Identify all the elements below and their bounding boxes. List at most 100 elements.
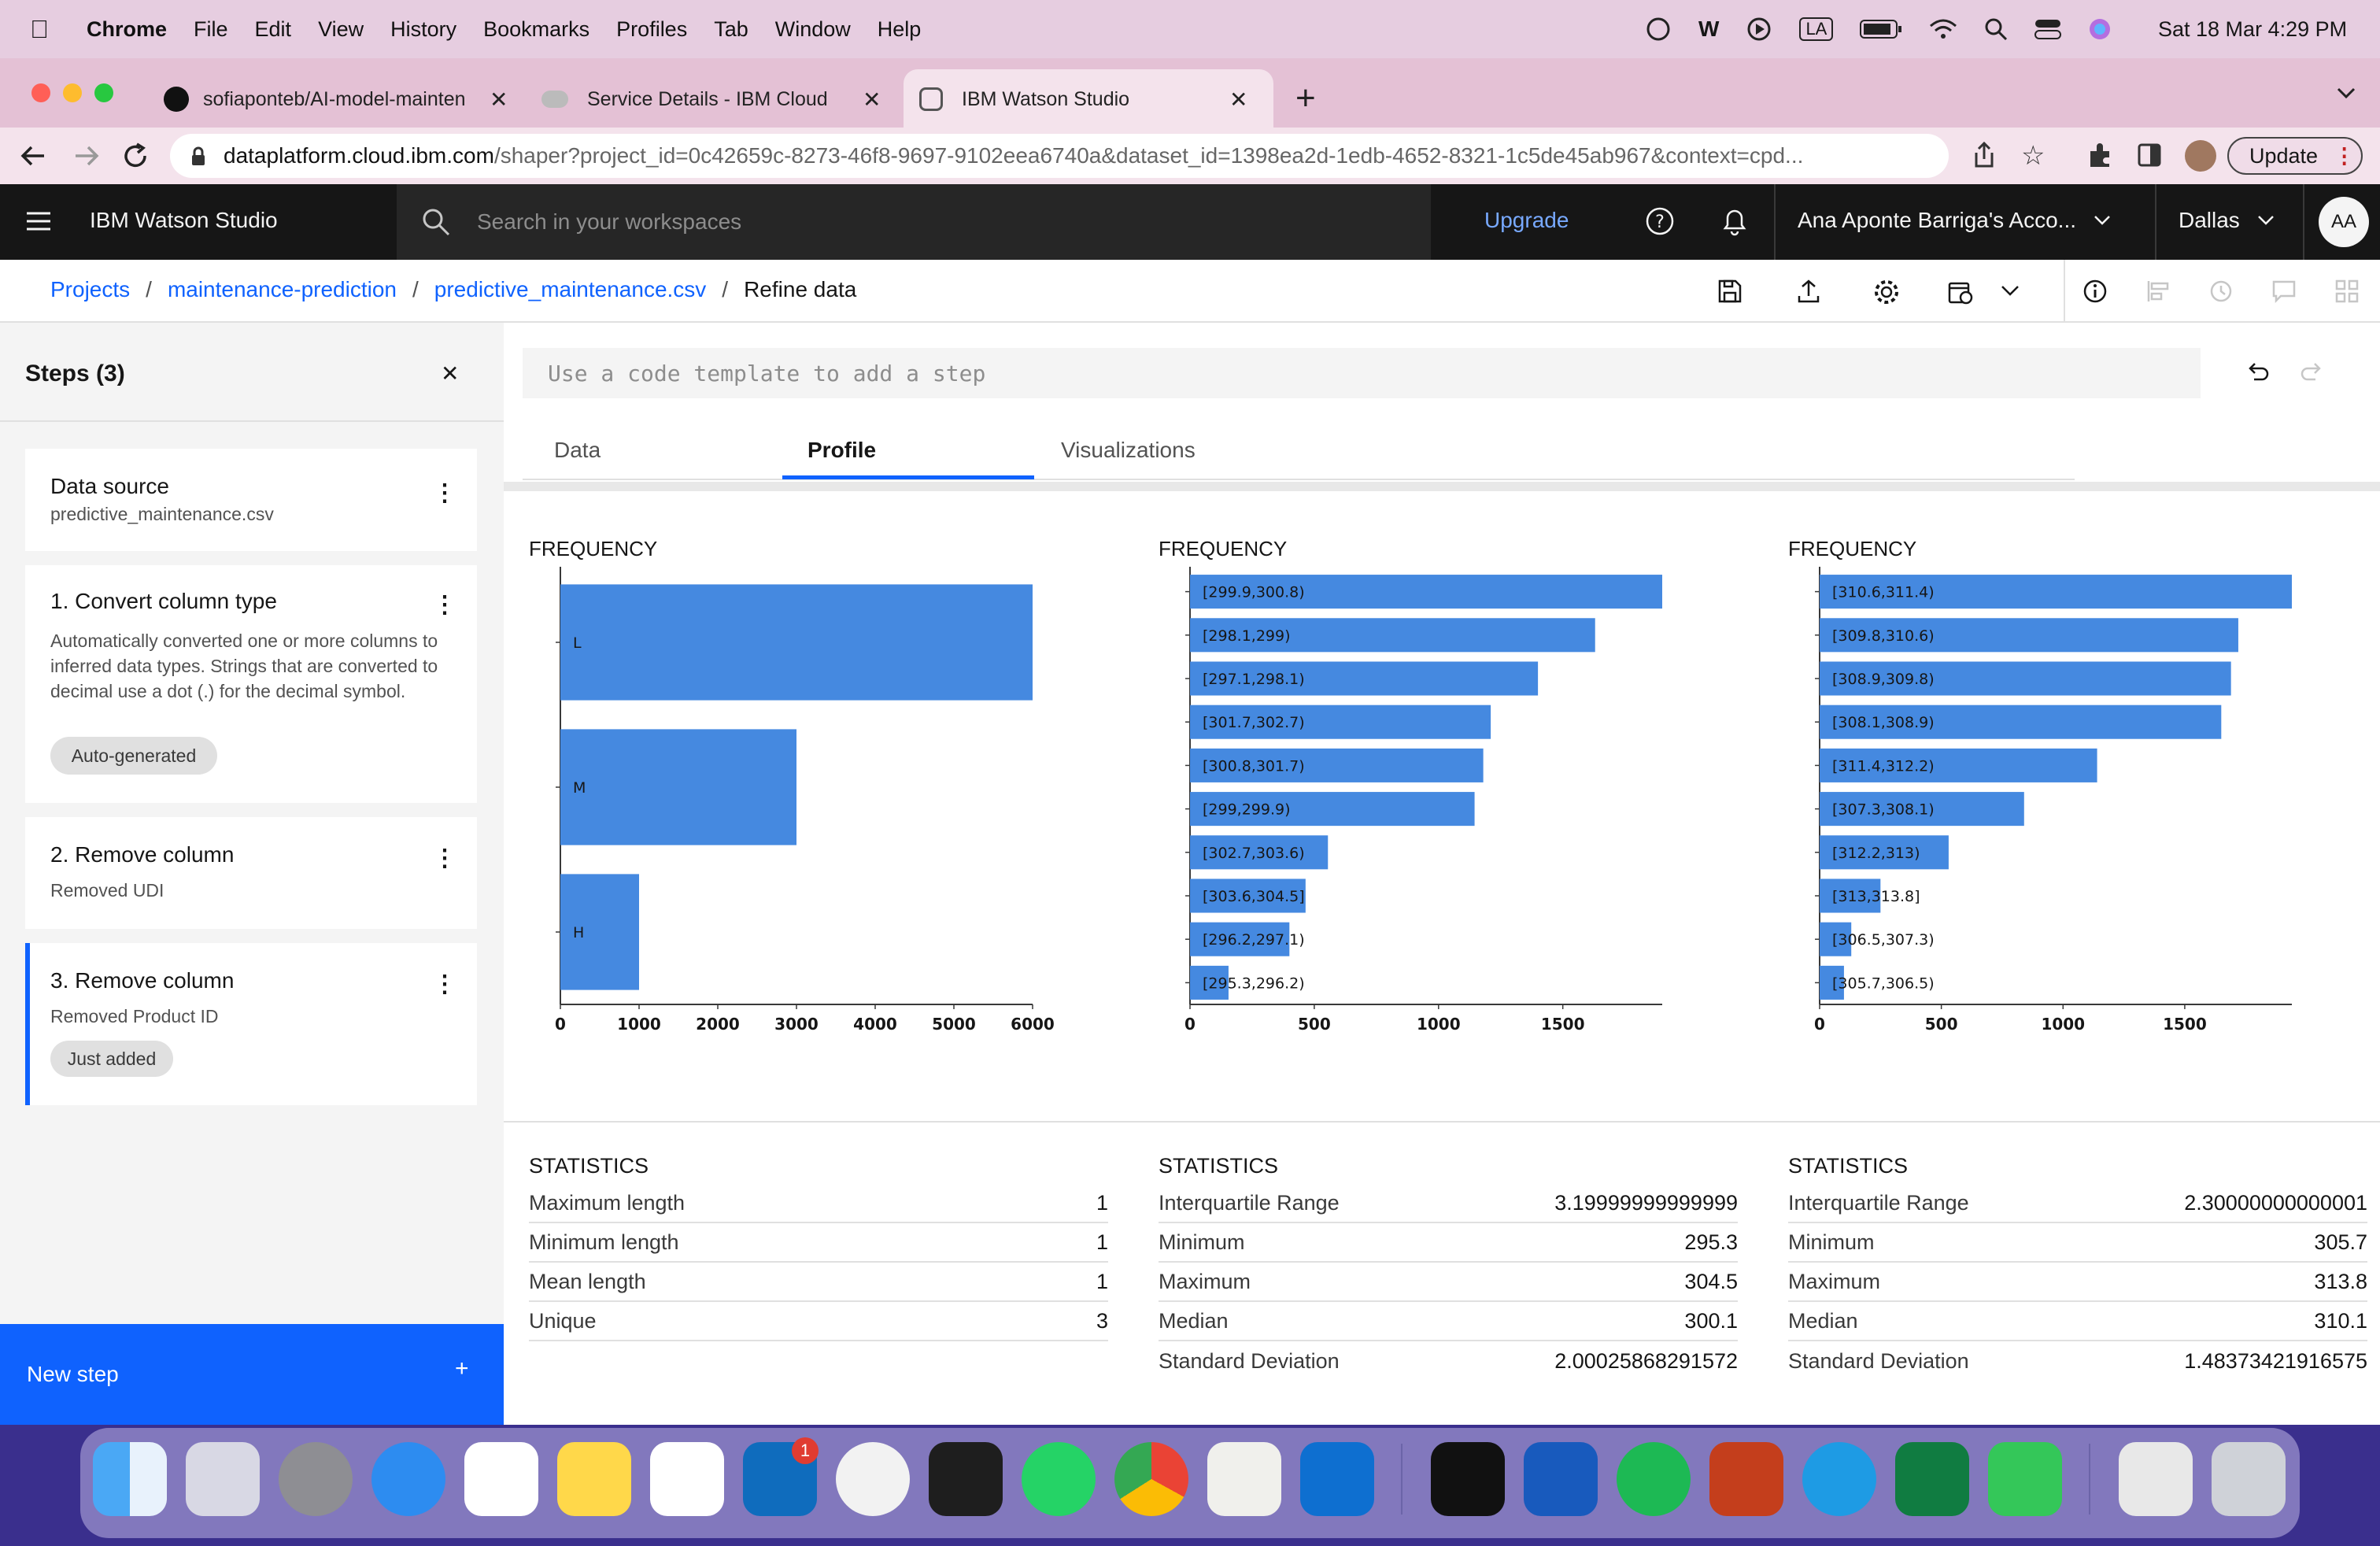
product-name[interactable]: IBM Watson Studio (90, 208, 278, 233)
terminal-icon[interactable] (929, 1442, 1003, 1516)
close-steps-icon[interactable]: ✕ (441, 361, 460, 386)
forward-icon[interactable] (72, 142, 101, 170)
bar[interactable] (1820, 748, 2097, 782)
menu-help[interactable]: Help (858, 17, 922, 41)
reload-icon[interactable] (121, 142, 150, 170)
browser-tab-github[interactable]: sofiaponteb/AI-model-mainten ✕ (148, 69, 518, 129)
bar[interactable] (1190, 965, 1229, 1000)
tab-visualizations[interactable]: Visualizations (1061, 438, 1196, 462)
align-icon[interactable] (2145, 279, 2171, 304)
close-window-icon[interactable] (31, 83, 50, 102)
apple-icon[interactable]:  (30, 15, 49, 44)
battery-icon[interactable] (1860, 19, 1902, 39)
overflow-menu-icon[interactable]: ⋮ (433, 592, 456, 618)
menu-tab[interactable]: Tab (695, 17, 748, 41)
bar[interactable] (1820, 575, 2292, 609)
control-center-icon[interactable] (2034, 18, 2062, 40)
edge-icon[interactable] (1802, 1442, 1876, 1516)
browser-tab-watson-studio[interactable]: IBM Watson Studio ✕ (904, 69, 1273, 129)
bar[interactable] (1820, 878, 1881, 913)
notes-icon[interactable] (557, 1442, 631, 1516)
browser-tab-ibm-cloud[interactable]: Service Details - IBM Cloud ✕ (526, 69, 896, 129)
menubar-clock[interactable]: Sat 18 Mar 4:29 PM (2158, 17, 2348, 41)
word-icon[interactable] (1524, 1442, 1598, 1516)
zoom-window-icon[interactable] (94, 83, 113, 102)
bar[interactable] (1820, 835, 1949, 870)
menu-file[interactable]: File (175, 17, 228, 41)
bookmark-star-icon[interactable]: ☆ (2021, 141, 2046, 171)
bar[interactable] (1190, 835, 1329, 870)
launchpad-icon[interactable] (186, 1442, 260, 1516)
chrome-icon[interactable] (1114, 1442, 1188, 1516)
job-schedule-icon[interactable] (1947, 279, 1974, 305)
tab-close-icon[interactable]: ✕ (490, 87, 508, 112)
siri-icon[interactable] (2088, 17, 2112, 41)
slack-icon[interactable] (650, 1442, 724, 1516)
extensions-icon[interactable] (2087, 142, 2114, 168)
bar[interactable] (1190, 878, 1306, 913)
bar[interactable] (1190, 661, 1539, 696)
share-icon[interactable] (1972, 142, 1996, 168)
tab-profile[interactable]: Profile (808, 438, 877, 462)
step-card-convert-column-type[interactable]: 1. Convert column type Automatically con… (25, 565, 477, 803)
undo-icon[interactable] (2245, 359, 2270, 384)
textedit-icon[interactable] (1207, 1442, 1281, 1516)
export-icon[interactable] (1796, 279, 1821, 304)
overflow-menu-icon[interactable]: ⋮ (433, 971, 456, 997)
step-card-remove-column-udi[interactable]: 2. Remove column Removed UDI ⋮ (25, 817, 477, 929)
new-tab-icon[interactable]: + (1295, 79, 1316, 117)
csv-file-icon[interactable] (2119, 1442, 2193, 1516)
input-source-badge[interactable]: LA (1799, 17, 1834, 41)
bar[interactable] (560, 584, 1033, 701)
tab-search-chevron-icon[interactable] (2336, 85, 2356, 101)
menu-view[interactable]: View (299, 17, 364, 41)
app-circle-icon[interactable] (836, 1442, 910, 1516)
hamburger-menu-icon[interactable] (25, 209, 52, 233)
powerpoint-icon[interactable] (1709, 1442, 1783, 1516)
step-card-data-source[interactable]: Data source predictive_maintenance.csv ⋮ (25, 449, 477, 551)
menu-edit[interactable]: Edit (235, 17, 292, 41)
bar[interactable] (1190, 705, 1491, 739)
finder-icon[interactable] (93, 1442, 167, 1516)
trash-icon[interactable] (2212, 1442, 2286, 1516)
bar[interactable] (1820, 965, 1844, 1000)
account-switcher[interactable]: Ana Aponte Barriga's Acco... (1798, 208, 2144, 233)
status-play-icon[interactable] (1746, 16, 1772, 43)
settings-gear-icon[interactable] (1873, 279, 1900, 305)
code-template-input[interactable]: Use a code template to add a step (523, 348, 2201, 398)
bar[interactable] (1190, 922, 1290, 956)
tab-close-icon[interactable]: ✕ (863, 87, 881, 112)
region-switcher[interactable]: Dallas (2179, 208, 2275, 233)
tab-data[interactable]: Data (554, 438, 601, 462)
notifications-icon[interactable] (1720, 206, 1749, 236)
save-icon[interactable] (1717, 279, 1743, 304)
menu-app-name[interactable]: Chrome (68, 17, 167, 41)
bar[interactable] (1820, 705, 2222, 739)
lock-icon[interactable] (190, 146, 206, 167)
vscode-icon[interactable] (1300, 1442, 1374, 1516)
bar[interactable] (1820, 792, 2024, 827)
related-assets-icon[interactable] (2334, 279, 2360, 304)
redo-icon[interactable] (2300, 359, 2325, 384)
status-w-icon[interactable]: W (1698, 17, 1720, 41)
spotlight-search-icon[interactable] (1984, 17, 2008, 41)
menu-bookmarks[interactable]: Bookmarks (464, 17, 589, 41)
tab-close-icon[interactable]: ✕ (1229, 87, 1248, 112)
breadcrumb-file[interactable]: predictive_maintenance.csv (434, 277, 707, 301)
step-card-remove-column-product-id[interactable]: 3. Remove column Removed Product ID Just… (25, 943, 477, 1105)
whatsapp-icon[interactable] (1022, 1442, 1096, 1516)
info-icon[interactable] (2082, 279, 2108, 304)
global-search[interactable]: Search in your workspaces (397, 184, 1431, 260)
menu-window[interactable]: Window (756, 17, 851, 41)
breadcrumb-projects[interactable]: Projects (50, 277, 131, 301)
user-avatar[interactable]: AA (2319, 197, 2369, 247)
safari-icon[interactable] (371, 1442, 445, 1516)
bar[interactable] (1190, 618, 1595, 653)
bar[interactable] (1820, 922, 1852, 956)
bar[interactable] (1190, 792, 1475, 827)
reminders-icon[interactable] (464, 1442, 538, 1516)
new-step-button[interactable]: New step + (0, 1324, 504, 1425)
numbers-icon[interactable] (1988, 1442, 2062, 1516)
comments-icon[interactable] (2271, 279, 2297, 304)
overflow-menu-icon[interactable]: ⋮ (433, 845, 456, 871)
